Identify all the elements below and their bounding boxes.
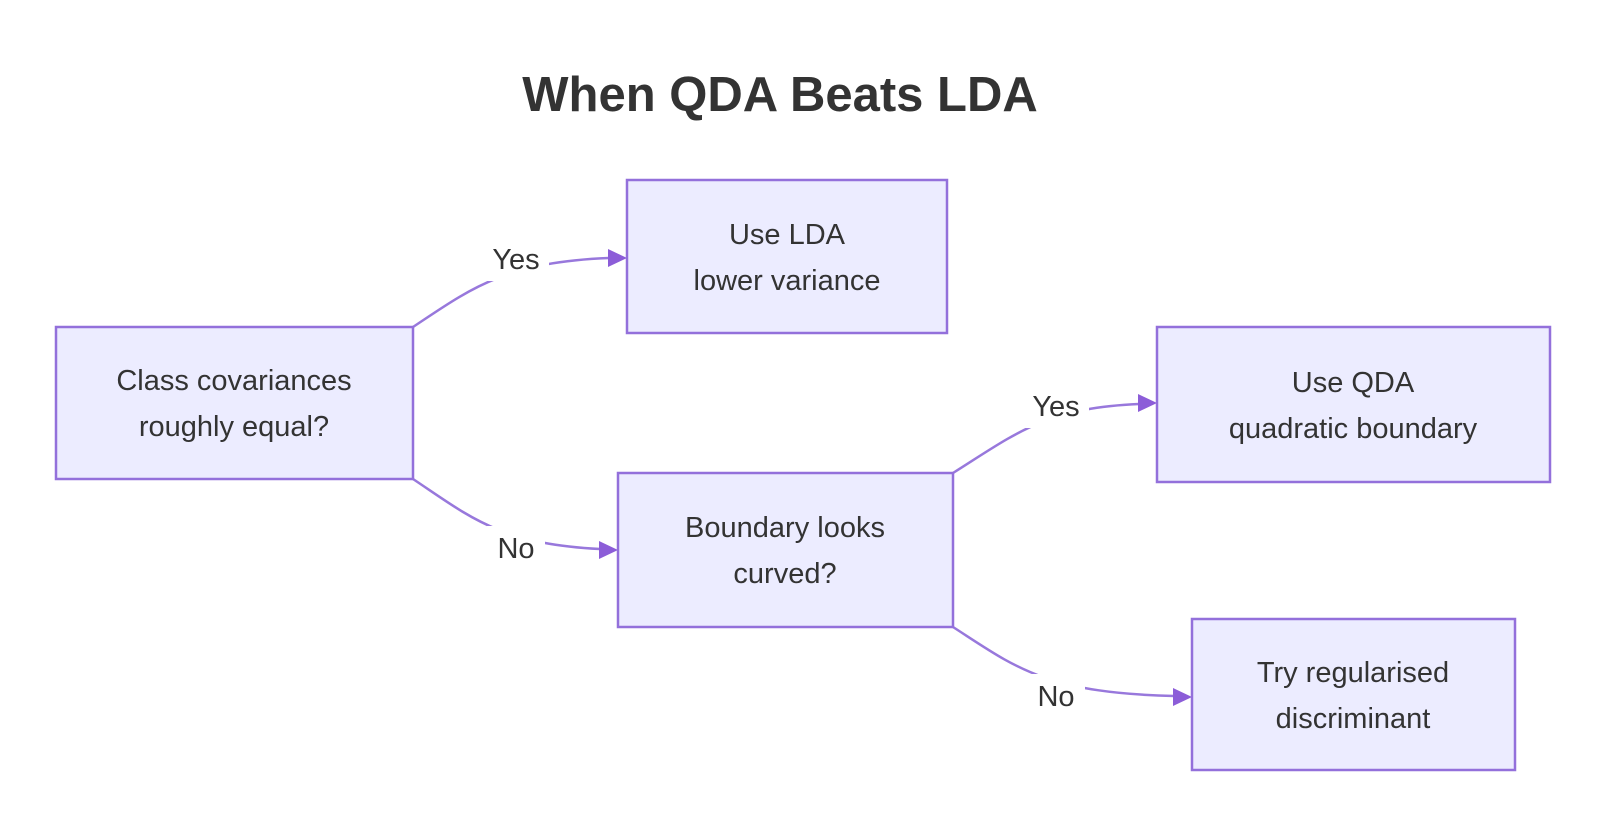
edge-boundary-yes-arrowhead-icon <box>1138 394 1157 412</box>
edge-label-root-yes-bg <box>483 237 549 281</box>
node-root-label-line1: Class covariances <box>116 365 351 397</box>
node-boundary: Boundary looks curved? <box>616 471 955 629</box>
node-boundary-label-line2: curved? <box>733 558 836 590</box>
edge-label-boundary-yes-bg <box>1023 384 1089 428</box>
edge-label-boundary-no: No <box>1027 674 1085 718</box>
edge-root-yes-arrowhead-icon <box>608 249 627 267</box>
node-use-qda: Use QDA quadratic boundary <box>1155 325 1552 484</box>
node-regularised-label-line1: Try regularised <box>1257 657 1449 689</box>
edge-label-root-no: No <box>487 526 545 570</box>
edge-label-boundary-no-text: No <box>1037 681 1074 713</box>
node-boundary-label-line1: Boundary looks <box>685 512 885 544</box>
node-use-lda-box <box>625 178 949 335</box>
edge-root-no-arrowhead-icon <box>599 541 618 559</box>
node-regularised-box <box>1190 617 1517 772</box>
edge-label-boundary-yes: Yes <box>1023 384 1089 428</box>
node-use-lda-label-line1: Use LDA <box>729 219 846 251</box>
edge-label-root-yes-text: Yes <box>492 244 539 276</box>
node-use-qda-label-line2: quadratic boundary <box>1229 413 1478 445</box>
edge-label-root-no-bg <box>487 526 545 570</box>
edge-boundary-no-arrowhead-icon <box>1173 688 1192 706</box>
node-use-lda-label-line2: lower variance <box>694 265 881 297</box>
node-root-box <box>54 325 415 481</box>
node-use-qda-label-line1: Use QDA <box>1292 367 1415 399</box>
diagram-title: When QDA Beats LDA <box>522 68 1037 122</box>
edge-label-root-yes: Yes <box>483 237 549 281</box>
edge-label-boundary-yes-text: Yes <box>1032 391 1079 423</box>
node-use-qda-box <box>1155 325 1552 484</box>
node-boundary-box <box>616 471 955 629</box>
node-root: Class covariances roughly equal? <box>54 325 415 481</box>
edge-label-root-no-text: No <box>497 533 534 565</box>
node-use-lda: Use LDA lower variance <box>625 178 949 335</box>
node-regularised: Try regularised discriminant <box>1190 617 1517 772</box>
node-root-label-line2: roughly equal? <box>139 411 329 443</box>
node-regularised-label-line2: discriminant <box>1276 703 1431 735</box>
edge-label-boundary-no-bg <box>1027 674 1085 718</box>
